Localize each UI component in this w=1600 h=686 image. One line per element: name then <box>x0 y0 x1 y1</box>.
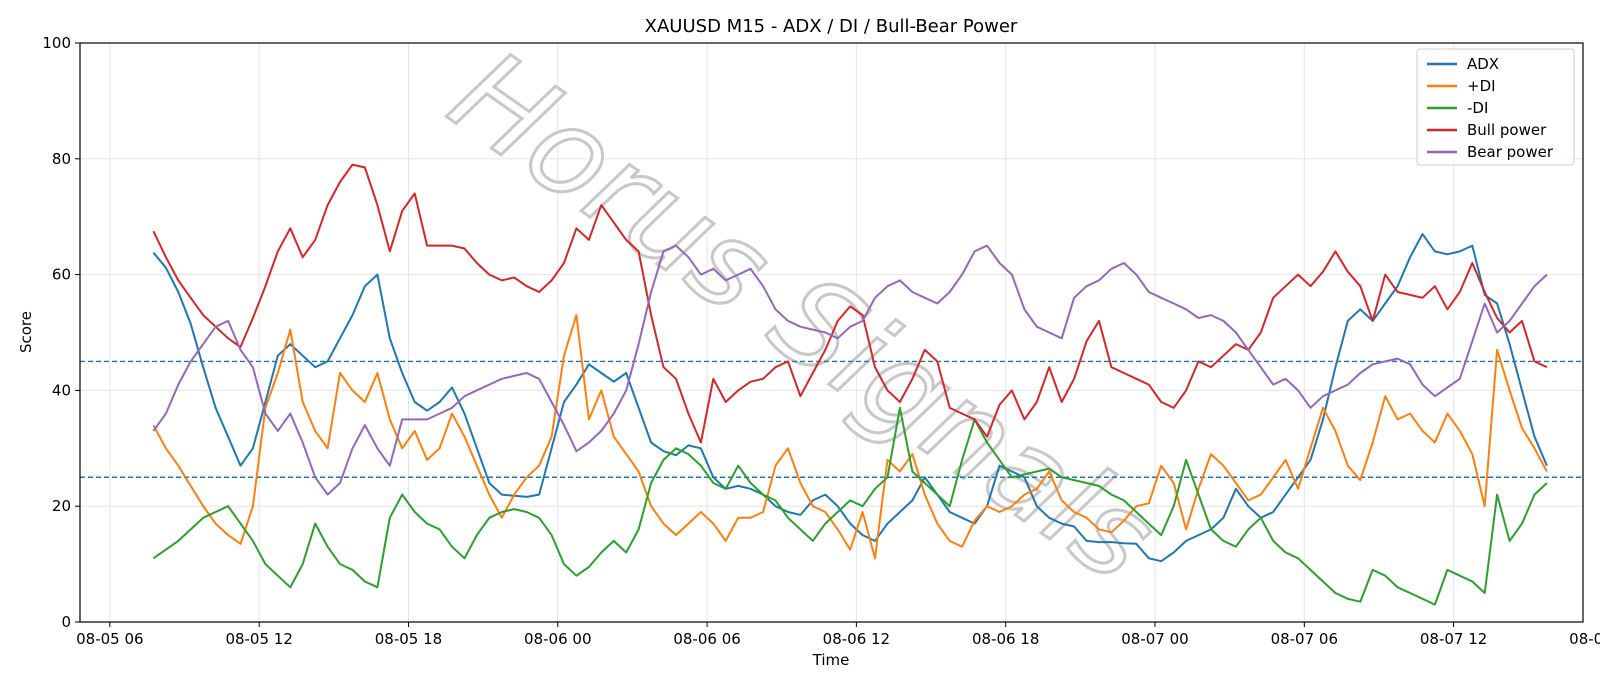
x-tick-label: 08-06 12 <box>823 630 890 648</box>
series-line-di <box>152 314 1548 560</box>
x-axis: 08-05 06 08-05 12 08-05 18 08-06 00 08-06 06… <box>76 622 1600 648</box>
x-tick-label: 08-05 12 <box>225 630 292 648</box>
y-tick-label: 40 <box>52 381 71 399</box>
grid <box>80 42 1583 623</box>
legend-label: Bull power <box>1467 121 1547 139</box>
series-line-di <box>152 406 1548 606</box>
x-axis-label: Time <box>812 651 850 669</box>
x-tick-label: 08-05 06 <box>76 630 143 648</box>
series-lines <box>152 163 1548 606</box>
legend-box <box>1416 48 1575 166</box>
legend-label: Bear power <box>1467 143 1554 161</box>
x-tick-label: 08-06 00 <box>524 630 591 648</box>
y-tick-label: 0 <box>61 613 71 631</box>
x-tick-label: 08-07 18 <box>1569 630 1600 648</box>
legend: ADX +DI -DI Bull power Bear power <box>1416 48 1575 166</box>
y-tick-label: 60 <box>52 266 71 284</box>
y-axis: 0 20 40 60 80 100 <box>42 34 80 631</box>
y-axis-label: Score <box>17 311 35 353</box>
plot-frame <box>79 42 1584 623</box>
legend-label: +DI <box>1467 77 1496 95</box>
threshold-lines <box>80 360 1583 478</box>
x-tick-label: 08-05 18 <box>375 630 442 648</box>
y-tick-label: 80 <box>52 150 71 168</box>
series-line-adx <box>152 233 1548 563</box>
x-tick-label: 08-06 06 <box>673 630 740 648</box>
series-line-bear-power <box>152 244 1548 496</box>
x-tick-label: 08-06 18 <box>972 630 1039 648</box>
x-tick-label: 08-07 06 <box>1271 630 1338 648</box>
x-tick-label: 08-07 00 <box>1121 630 1188 648</box>
chart-title: XAUUSD M15 - ADX / DI / Bull-Bear Power <box>645 16 1018 37</box>
series-line-bull-power <box>152 163 1548 444</box>
y-tick-label: 20 <box>52 497 71 515</box>
legend-label: -DI <box>1467 99 1488 117</box>
y-tick-label: 100 <box>42 34 71 52</box>
legend-label: ADX <box>1467 55 1499 73</box>
x-tick-label: 08-07 12 <box>1420 630 1487 648</box>
